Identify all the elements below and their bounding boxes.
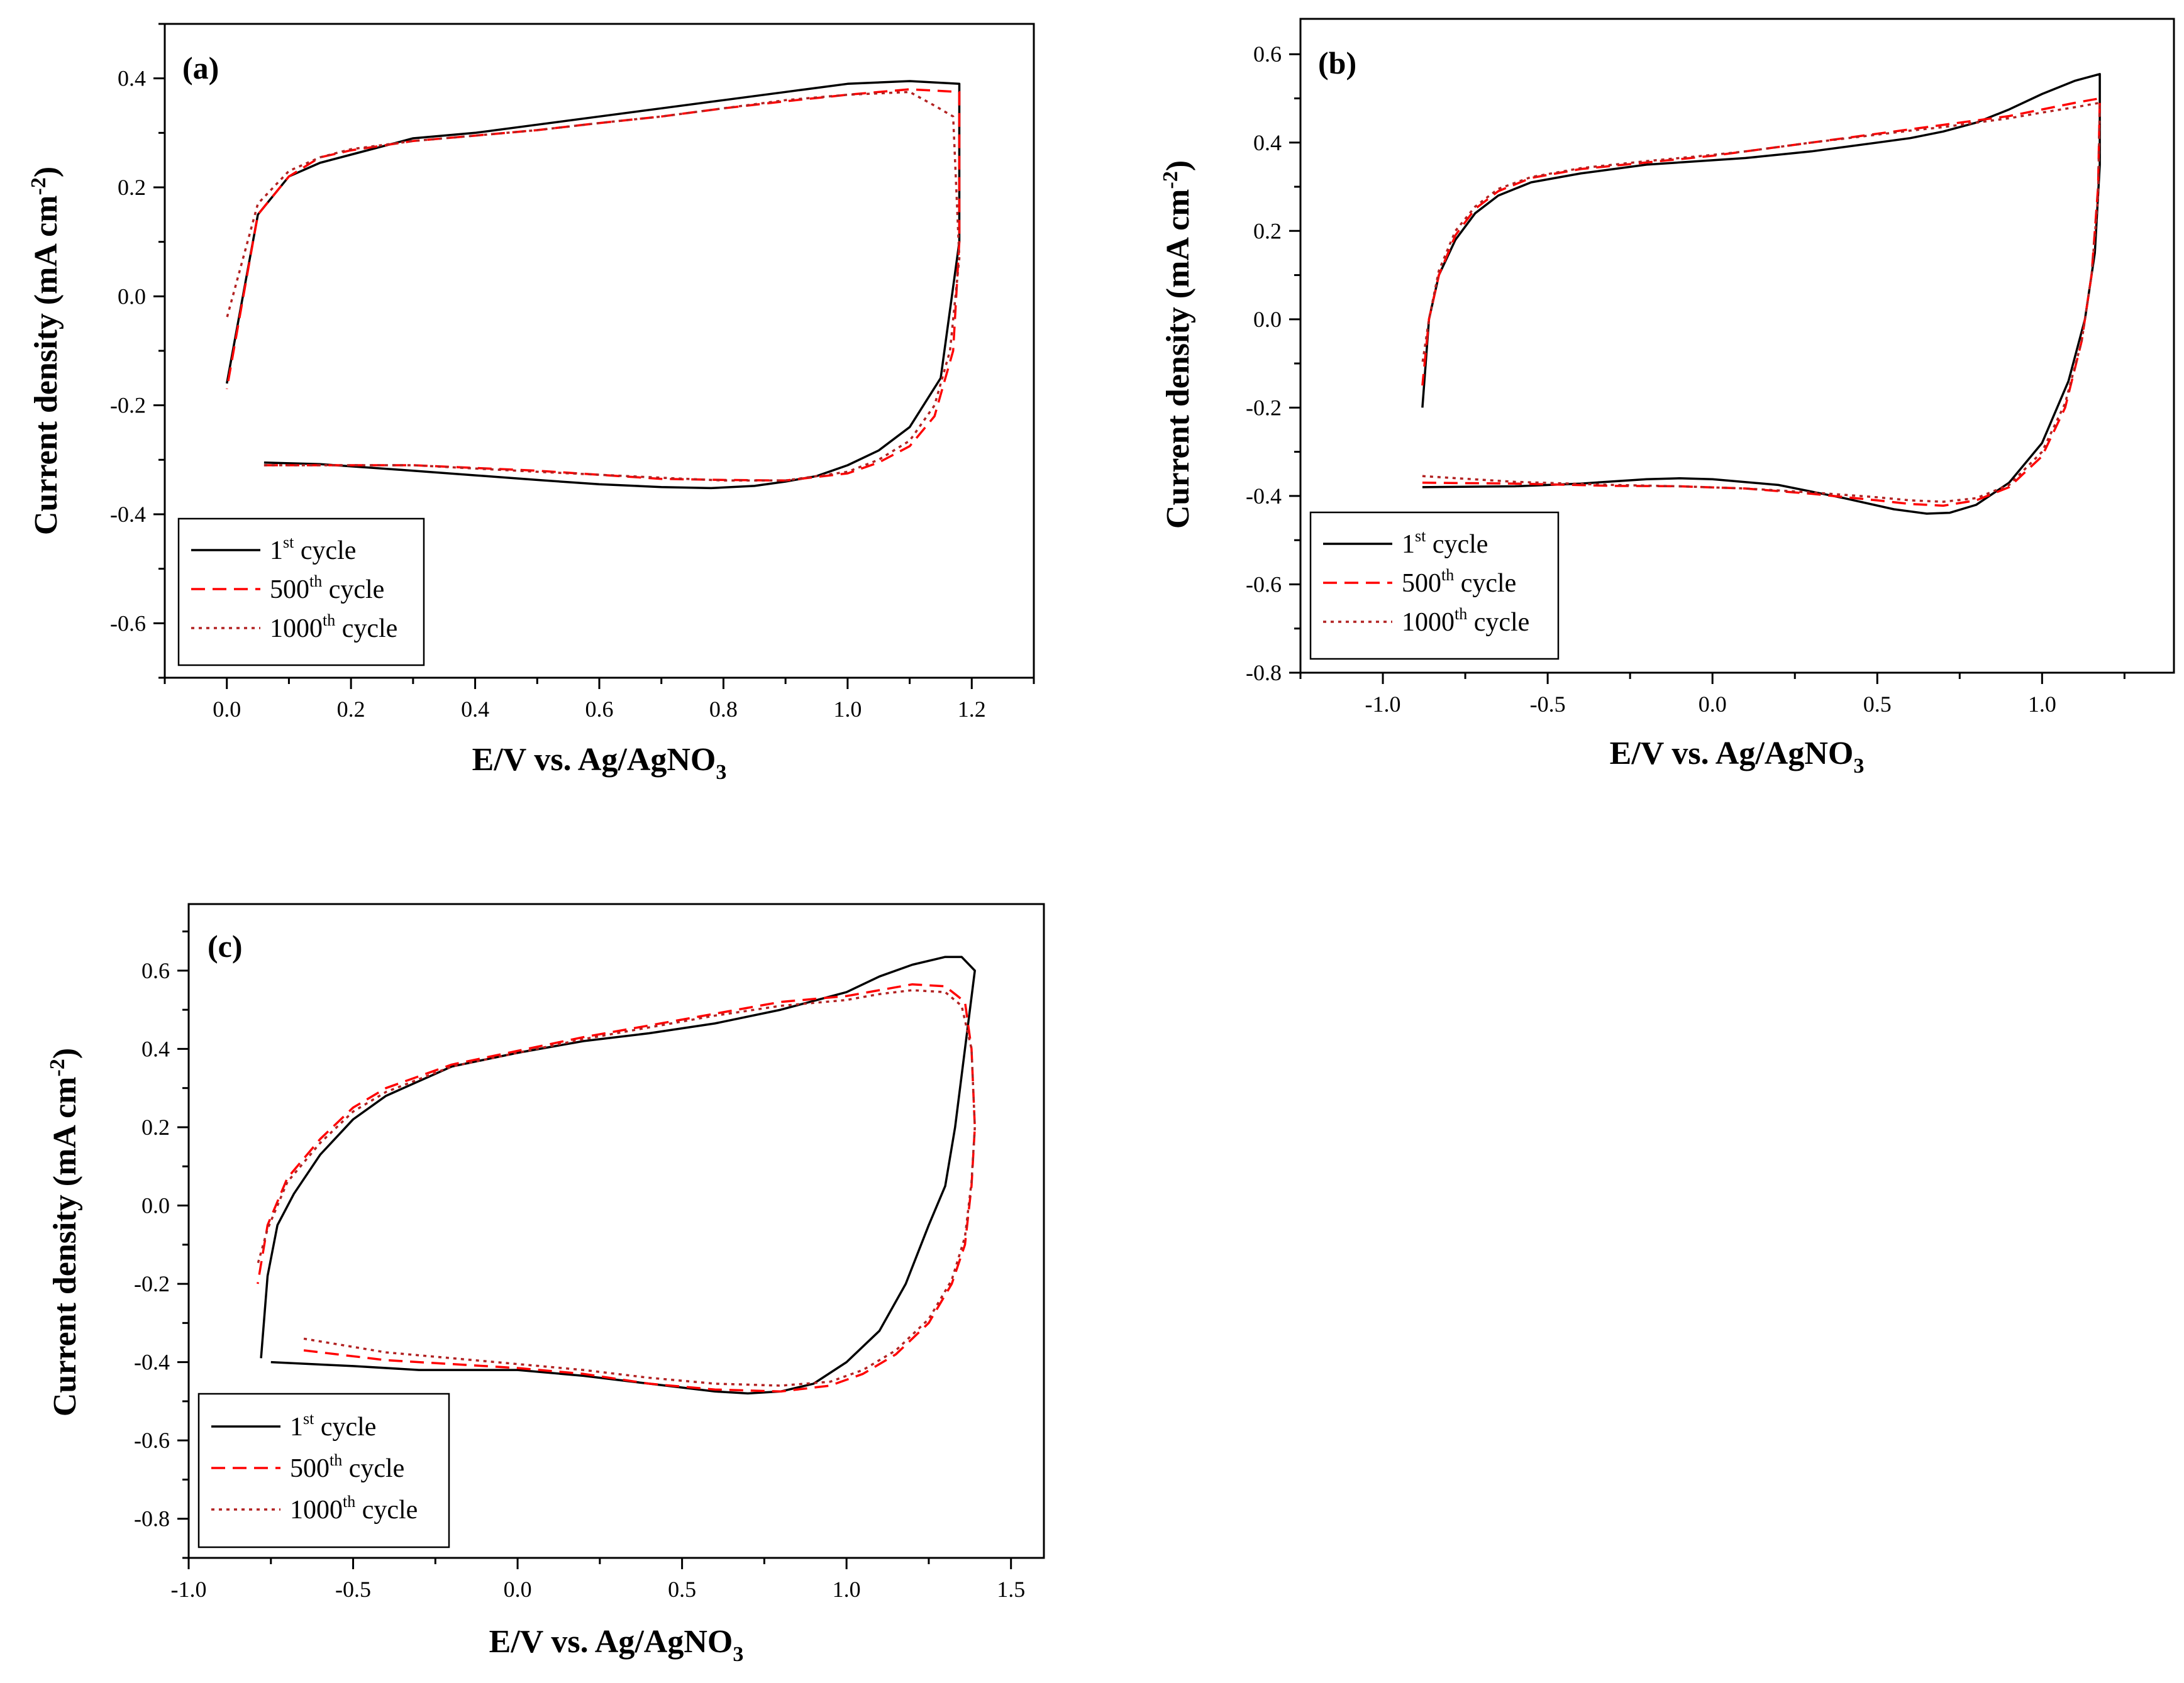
legend-label: 500th cycle [1402, 566, 1516, 598]
y-tick-label: -0.6 [110, 610, 146, 636]
legend-label: 1st cycle [270, 533, 356, 565]
y-tick-label: -0.8 [1246, 660, 1282, 685]
y-tick-label: -0.4 [1246, 483, 1282, 509]
x-tick-label: 1.2 [958, 697, 986, 722]
legend-label: 1st cycle [1402, 527, 1488, 559]
series-line-3 [226, 91, 961, 482]
legend-box [197, 1393, 450, 1548]
x-tick-label: 1.0 [2028, 692, 2056, 717]
y-tick-label: -0.2 [1246, 395, 1282, 420]
y-tick-label: 0.6 [141, 958, 170, 983]
y-tick-label: -0.4 [134, 1350, 170, 1375]
x-tick-label: -1.0 [1365, 692, 1401, 717]
panel-label: (c) [208, 929, 243, 964]
y-tick-label: -0.2 [110, 393, 146, 418]
series-line-2 [257, 983, 976, 1393]
y-tick-label: 0.2 [141, 1115, 170, 1140]
y-tick-label: -0.2 [134, 1271, 170, 1296]
y-tick-label: -0.6 [134, 1428, 170, 1453]
x-tick-label: 1.0 [833, 1577, 861, 1602]
legend-box [1309, 511, 1560, 660]
panel-a: (a) 0.0 0.2 0.4 0.6 0.8 1.0 1.2 -0.6 -0.4 -0.2 0.… [27, 23, 1035, 784]
series-line-3 [1421, 101, 2101, 503]
x-tick-label: -1.0 [171, 1577, 207, 1602]
legend-label: 500th cycle [290, 1451, 404, 1483]
legend-label: 1000th cycle [270, 611, 397, 643]
series-line-3 [257, 989, 976, 1387]
x-tick-label: 0.0 [213, 697, 241, 722]
y-tick-label: -0.6 [1246, 571, 1282, 597]
x-tick-label: 0.4 [461, 697, 489, 722]
x-tick-label: 0.6 [585, 697, 614, 722]
x-axis-title: E/V vs. Ag/AgNO3 [472, 742, 727, 784]
panel-c: (c) -1.0 -0.5 0.0 0.5 1.0 1.5 -0.8 -0.6 -0.4 -0.… [46, 903, 1045, 1666]
legend-label: 1st cycle [290, 1410, 376, 1442]
panel-label: (b) [1318, 45, 1356, 80]
series-line-1 [1421, 73, 2101, 515]
y-axis-title: Current density (mA cm-2) [1159, 160, 1196, 529]
series-line-1 [225, 80, 961, 490]
y-axis-title: Current density (mA cm-2) [27, 167, 64, 535]
y-tick-label: 0.4 [141, 1036, 170, 1061]
y-tick-label: 0.2 [118, 175, 146, 200]
x-axis-title: E/V vs. Ag/AgNO3 [1610, 736, 1865, 778]
y-tick-label: 0.6 [1253, 41, 1282, 67]
y-tick-label: -0.8 [134, 1506, 170, 1531]
panel-label: (a) [182, 50, 219, 86]
x-tick-label: 1.0 [833, 697, 862, 722]
y-tick-label: 0.0 [1253, 307, 1282, 332]
series-line-1 [260, 956, 976, 1395]
plot-frame [1299, 18, 2175, 674]
legend-box [177, 517, 425, 666]
series-line-2 [1421, 97, 2101, 507]
y-tick-label: 0.0 [141, 1193, 170, 1218]
x-tick-label: 0.5 [668, 1577, 696, 1602]
y-tick-label: 0.4 [118, 66, 146, 91]
y-tick-label: 0.0 [118, 284, 146, 309]
x-tick-label: 0.0 [504, 1577, 532, 1602]
x-tick-label: 0.5 [1863, 692, 1892, 717]
y-tick-label: -0.4 [110, 502, 146, 527]
legend: 1st cycle 500th cycle 1000th cycle [177, 517, 425, 666]
y-tick-label: 0.4 [1253, 130, 1282, 155]
plot-frame [187, 903, 1045, 1559]
legend-label: 1000th cycle [1402, 605, 1529, 637]
x-tick-label: -0.5 [335, 1577, 371, 1602]
legend: 1st cycle 500th cycle 1000th cycle [197, 1393, 450, 1548]
panel-b: (b) -1.0 -0.5 0.0 0.5 1.0 -0.8 -0.6 -0.4 -0.2 0.… [1159, 18, 2175, 778]
legend-label: 500th cycle [270, 572, 384, 604]
x-tick-label: 0.8 [709, 697, 738, 722]
series-line-2 [225, 88, 961, 482]
x-tick-label: 1.5 [997, 1577, 1025, 1602]
y-tick-label: 0.2 [1253, 218, 1282, 243]
legend-label: 1000th cycle [290, 1493, 418, 1525]
x-axis-title: E/V vs. Ag/AgNO3 [489, 1624, 744, 1666]
x-tick-label: -0.5 [1530, 692, 1566, 717]
y-axis-title: Current density (mA cm-2) [46, 1048, 83, 1416]
legend: 1st cycle 500th cycle 1000th cycle [1309, 511, 1560, 660]
x-tick-label: 0.2 [337, 697, 365, 722]
x-tick-label: 0.0 [1699, 692, 1727, 717]
